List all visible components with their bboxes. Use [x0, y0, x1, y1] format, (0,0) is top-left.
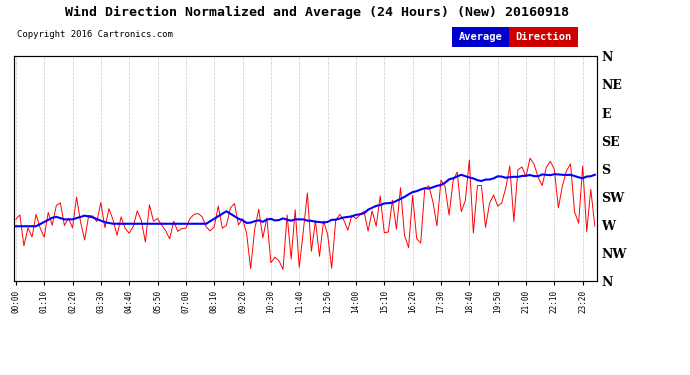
Text: Copyright 2016 Cartronics.com: Copyright 2016 Cartronics.com [17, 30, 173, 39]
Text: Wind Direction Normalized and Average (24 Hours) (New) 20160918: Wind Direction Normalized and Average (2… [66, 6, 569, 19]
Text: Average: Average [458, 32, 502, 42]
Text: Direction: Direction [515, 32, 571, 42]
